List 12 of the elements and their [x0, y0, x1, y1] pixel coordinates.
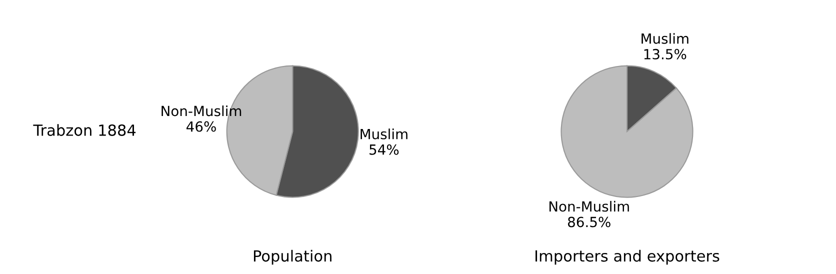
text: Importers and exporters: [536, 250, 720, 265]
slice-label: Muslim: [642, 33, 688, 44]
text: Trabzon 1884: [33, 124, 136, 136]
slice-label: Non-Muslim: [549, 200, 629, 212]
data-label: 46%: [186, 121, 216, 132]
data-label: 86.5%: [568, 216, 610, 228]
slice-label: Muslim: [360, 128, 408, 140]
pie-slice: [560, 65, 694, 198]
text: Population: [254, 250, 332, 265]
data-label: 13.5%: [644, 48, 686, 60]
slice-label: Non-Muslim: [162, 105, 242, 116]
data-label: 54%: [370, 144, 399, 155]
